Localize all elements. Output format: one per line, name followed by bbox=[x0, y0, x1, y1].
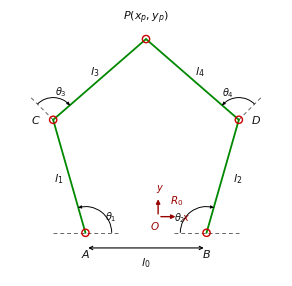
Text: $\theta_2$: $\theta_2$ bbox=[174, 211, 186, 225]
Text: $\theta_3$: $\theta_3$ bbox=[55, 85, 67, 99]
Text: $P(x_p, y_p)$: $P(x_p, y_p)$ bbox=[123, 9, 169, 26]
Text: $l_4$: $l_4$ bbox=[195, 65, 204, 79]
Text: $C$: $C$ bbox=[31, 114, 41, 126]
Text: $l_3$: $l_3$ bbox=[90, 65, 99, 79]
Text: $A$: $A$ bbox=[81, 248, 90, 260]
Text: $B$: $B$ bbox=[202, 248, 211, 260]
Text: x: x bbox=[182, 213, 188, 223]
Text: $\theta_1$: $\theta_1$ bbox=[105, 210, 116, 224]
Text: $l_2$: $l_2$ bbox=[233, 172, 242, 186]
Text: $\theta_4$: $\theta_4$ bbox=[222, 86, 234, 100]
Text: $D$: $D$ bbox=[251, 114, 261, 126]
Text: y: y bbox=[156, 183, 162, 193]
Text: $l_0$: $l_0$ bbox=[141, 256, 151, 270]
Text: $R_0$: $R_0$ bbox=[170, 195, 184, 208]
Text: $l_1$: $l_1$ bbox=[53, 172, 63, 186]
Text: $O$: $O$ bbox=[150, 220, 159, 232]
